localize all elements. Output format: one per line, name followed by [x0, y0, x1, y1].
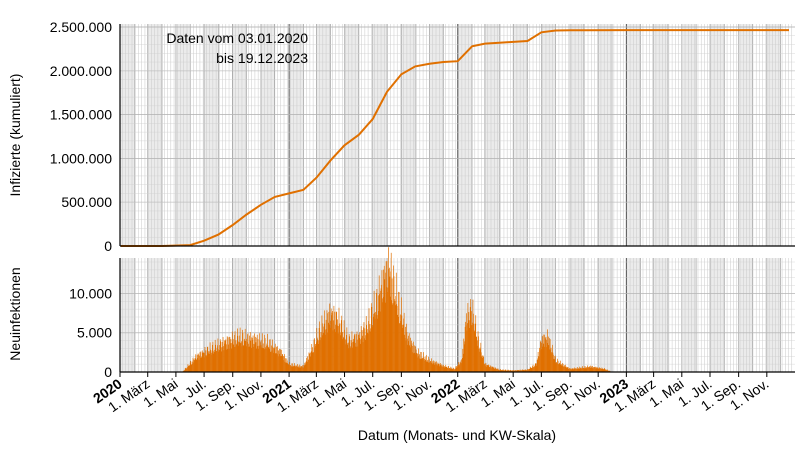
month-band: [653, 258, 668, 372]
annotation-line-2: bis 19.12.2023: [216, 50, 308, 66]
month-band: [372, 24, 388, 246]
y-tick-label-top: 0: [104, 238, 112, 254]
y-tick-label-bottom: 0: [104, 364, 112, 380]
month-band: [484, 24, 500, 246]
bottom-y-axis-title: Neuinfektionen: [7, 267, 23, 360]
top-y-axis-title: Infizierte (kumuliert): [7, 74, 23, 197]
month-band: [289, 258, 304, 372]
month-band: [681, 24, 697, 246]
month-band: [681, 258, 697, 372]
annotation-line-1: Daten vom 03.01.2020: [166, 30, 308, 46]
month-band: [598, 258, 613, 372]
month-band: [175, 258, 191, 372]
month-band: [541, 24, 556, 246]
month-band: [175, 24, 191, 246]
cumulative-infections-line: [120, 29, 789, 247]
month-band: [484, 258, 500, 372]
y-tick-label-top: 500.000: [61, 194, 112, 210]
y-tick-label-top: 2.000.000: [50, 63, 112, 79]
y-tick-label-bottom: 5.000: [77, 325, 112, 341]
y-tick-label-top: 2.500.000: [50, 19, 112, 35]
month-band: [120, 258, 135, 372]
month-band: [766, 258, 781, 372]
month-band: [570, 258, 584, 372]
y-tick-label-top: 1.000.000: [50, 150, 112, 166]
month-band: [316, 24, 331, 246]
month-band: [738, 24, 753, 246]
month-band: [429, 258, 444, 372]
y-tick-label-bottom: 10.000: [69, 285, 112, 301]
month-band: [598, 24, 613, 246]
month-band: [738, 258, 753, 372]
month-band: [429, 24, 444, 246]
y-tick-label-top: 1.500.000: [50, 107, 112, 123]
x-axis-title: Datum (Monats- und KW-Skala): [358, 427, 556, 443]
